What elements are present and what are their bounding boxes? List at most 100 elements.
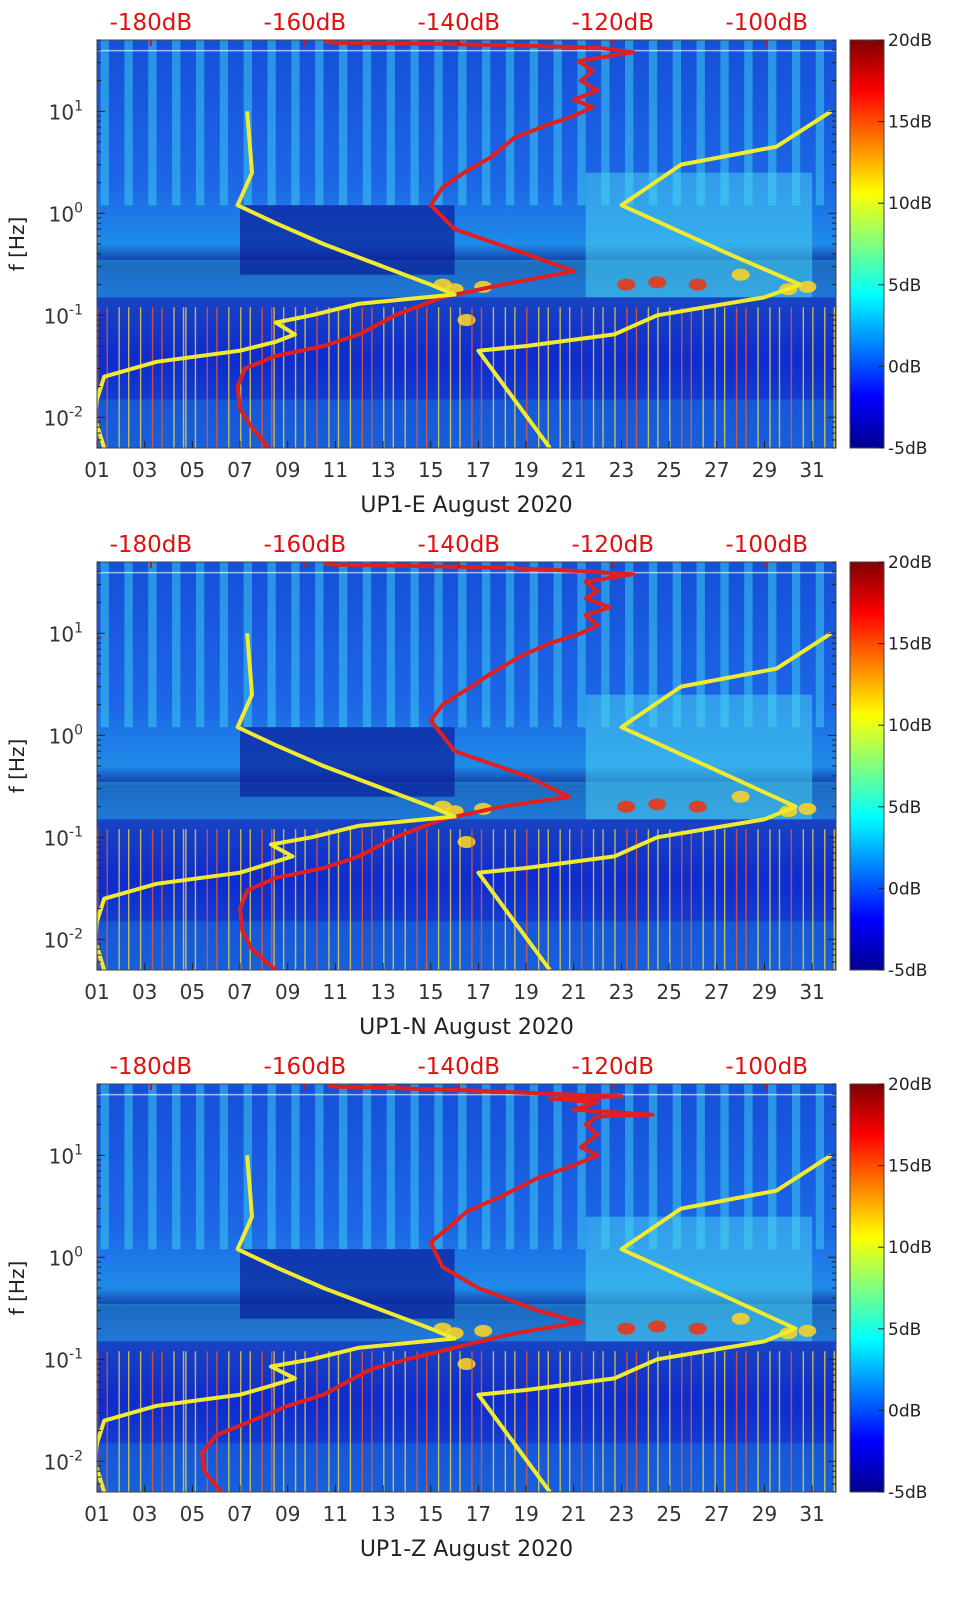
top-db-tick-label: -100dB <box>725 532 808 558</box>
y-tick-label: 10-1 <box>44 302 83 328</box>
heatmap-day-stripe <box>577 562 586 728</box>
heatmap-transient <box>745 829 747 970</box>
heatmap-transient <box>337 307 340 448</box>
heatmap-day-stripe <box>315 562 324 728</box>
top-db-tick-label: -180dB <box>110 1054 193 1080</box>
heatmap-hotspot <box>731 268 750 281</box>
heatmap-day-stripe <box>362 40 372 206</box>
heatmap-transient <box>294 1351 297 1492</box>
x-tick-label: 03 <box>132 1502 157 1526</box>
heatmap-day-stripe <box>291 40 300 206</box>
heatmap-day-stripe <box>458 562 467 728</box>
heatmap-transient <box>271 829 273 970</box>
colorbar-label: 10dB <box>888 194 932 214</box>
heatmap-transient <box>294 307 297 448</box>
heatmap-transient <box>216 829 218 970</box>
colorbar-label: 5dB <box>888 1320 921 1340</box>
heatmap-transient <box>592 1351 595 1492</box>
series-line-1 <box>199 1084 655 1492</box>
heatmap-transient <box>778 1351 781 1492</box>
heatmap-transient <box>151 1351 154 1492</box>
colorbar-label: 15dB <box>888 635 932 655</box>
heatmap-transient <box>657 1351 659 1492</box>
heatmap-day-stripe <box>124 1084 133 1250</box>
x-tick-label: 15 <box>418 458 443 482</box>
heatmap-transient <box>459 307 461 448</box>
heatmap-day-stripe <box>672 1084 682 1250</box>
x-tick-label: 03 <box>132 458 157 482</box>
colorbar-label: 20dB <box>888 31 932 51</box>
heatmap-transient <box>769 1351 771 1492</box>
heatmap-transient <box>471 829 473 970</box>
colorbar-label: -5dB <box>888 439 927 459</box>
heatmap-day-stripe <box>148 40 157 206</box>
heatmap-transient <box>681 829 683 970</box>
x-tick-label: 25 <box>656 980 681 1004</box>
heatmap-transient <box>757 829 759 970</box>
heatmap-day-stripe <box>338 1084 348 1250</box>
heatmap-transient <box>349 1351 352 1492</box>
heatmap-quiet-region <box>240 727 455 797</box>
heatmap-day-stripe <box>410 40 419 206</box>
heatmap-transient <box>602 1351 604 1492</box>
y-axis-label: f [Hz] <box>5 217 29 272</box>
x-tick-label: 11 <box>323 980 348 1004</box>
x-tick-label: 09 <box>275 1502 300 1526</box>
heatmap-transient <box>404 1351 406 1492</box>
heatmap-transient <box>392 1351 394 1492</box>
spectrogram-panel-3: 01 03 05 07 09 11 13 15 17 19 21 23 25 27 29 31 UP1-Z Au… <box>5 1054 932 1562</box>
colorbar <box>849 561 885 971</box>
heatmap-transient <box>735 829 738 970</box>
heatmap-transient <box>182 307 185 448</box>
heatmap-transient <box>626 307 628 448</box>
x-tick-label: 17 <box>466 458 491 482</box>
x-tick-label: 23 <box>609 980 634 1004</box>
heatmap-transient <box>492 1351 495 1492</box>
heatmap-day-stripe <box>696 562 705 728</box>
heatmap-transient <box>602 829 604 970</box>
heatmap-transient <box>592 829 595 970</box>
heatmap-transient <box>271 1351 273 1492</box>
x-tick-label: 01 <box>84 1502 109 1526</box>
x-tick-label: 01 <box>84 980 109 1004</box>
heatmap-transient <box>790 1351 793 1492</box>
x-tick-label: 21 <box>561 1502 586 1526</box>
colorbar-label: 15dB <box>888 1157 932 1177</box>
heatmap-day-stripe <box>362 1084 372 1250</box>
heatmap-day-stripe <box>625 562 634 728</box>
heatmap-transient <box>614 307 616 448</box>
heatmap-transient <box>194 829 197 970</box>
x-axis-label: UP1-E August 2020 <box>360 493 572 518</box>
heatmap-day-stripe <box>648 562 658 728</box>
heatmap-day-stripe <box>529 1084 539 1250</box>
heatmap-transient <box>437 1351 440 1492</box>
series-line-3 <box>476 109 833 448</box>
heatmap-transient <box>569 307 571 448</box>
heatmap-transient <box>681 307 683 448</box>
heatmap-transient <box>383 829 385 970</box>
heatmap-storm-region <box>585 172 813 298</box>
heatmap-day-stripe <box>362 562 372 728</box>
colorbar-label: -5dB <box>888 1483 927 1503</box>
colorbar-label: 0dB <box>888 357 921 377</box>
heatmap-transient <box>681 1351 683 1492</box>
heatmap-day-stripe <box>291 1084 300 1250</box>
x-tick-label: 19 <box>513 458 538 482</box>
heatmap-day-stripe <box>601 1084 610 1250</box>
x-tick-label: 03 <box>132 980 157 1004</box>
heatmap-transient <box>504 1351 507 1492</box>
y-tick-label: 100 <box>49 200 83 226</box>
heatmap-day-stripe <box>195 40 205 206</box>
y-axis-label: f [Hz] <box>5 739 29 794</box>
heatmap-transient <box>185 1351 187 1492</box>
heatmap-day-stripe <box>267 1084 276 1250</box>
heatmap-transient <box>657 307 659 448</box>
colorbar <box>849 1083 885 1493</box>
heatmap-transient <box>702 307 704 448</box>
heatmap-transient <box>261 1351 263 1492</box>
heatmap-transient <box>657 829 659 970</box>
heatmap-hotspot <box>648 1320 667 1333</box>
heatmap-day-stripe <box>338 562 348 728</box>
heatmap-transient <box>161 1351 163 1492</box>
heatmap-line <box>97 571 836 574</box>
